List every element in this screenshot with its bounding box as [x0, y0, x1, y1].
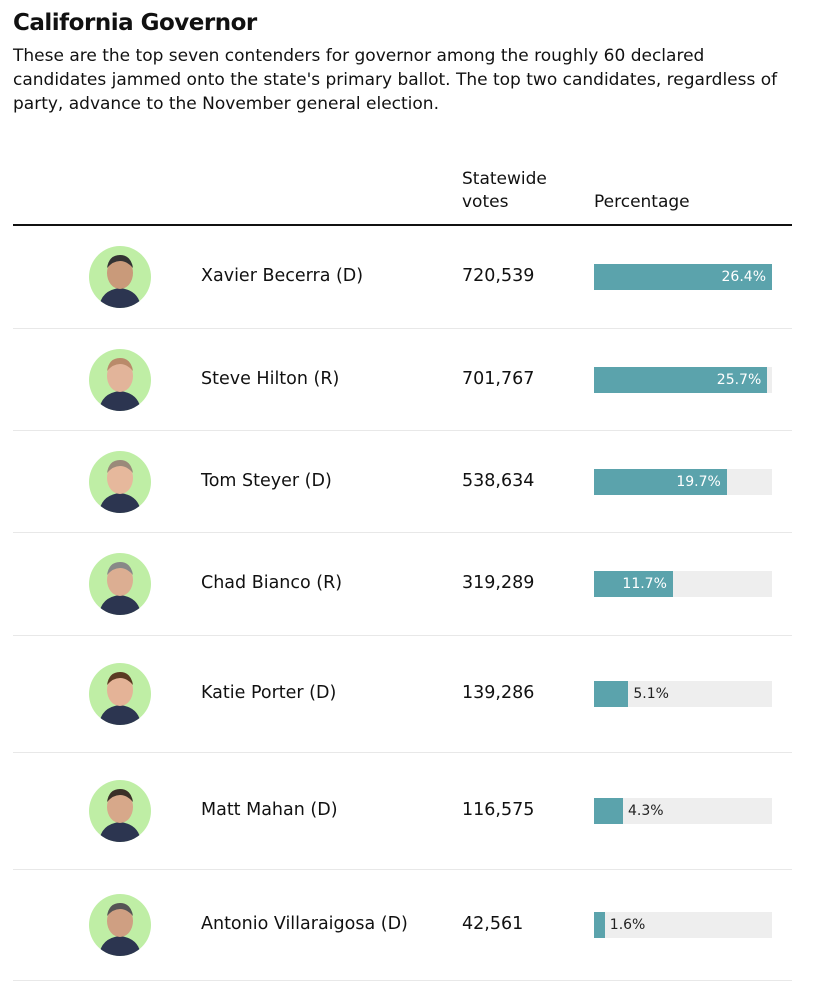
- candidate-photo: [89, 894, 151, 956]
- percentage-bar: [594, 912, 605, 938]
- candidate-photo: [89, 663, 151, 725]
- table-row: Antonio Villaraigosa (D) 42,561 1.6%: [13, 870, 792, 981]
- percentage-label: 26.4%: [721, 269, 766, 285]
- table-body: Xavier Becerra (D) 720,539 26.4% Steve Hil…: [13, 226, 792, 981]
- bar-track: 5.1%: [594, 681, 772, 707]
- title: California Governor: [13, 10, 257, 36]
- candidate-name: Steve Hilton (R): [201, 368, 340, 389]
- candidate-name: Antonio Villaraigosa (D): [201, 914, 408, 934]
- candidate-name: Xavier Becerra (D): [201, 266, 364, 286]
- bar-track: 1.6%: [594, 912, 772, 938]
- candidate-photo: [89, 780, 151, 842]
- percentage-bar: [594, 798, 623, 824]
- percentage-label: 25.7%: [716, 371, 762, 388]
- photo-figure: [99, 357, 141, 411]
- candidate-name: Tom Steyer (D): [201, 470, 332, 491]
- percentage-label: 11.7%: [622, 576, 667, 592]
- percentage-label: 4.3%: [627, 803, 664, 819]
- vote-count: 319,289: [462, 573, 535, 593]
- candidate-photo: [89, 553, 151, 615]
- header-votes: Statewide votes: [462, 169, 547, 212]
- candidate-name: Katie Porter (D): [201, 683, 337, 703]
- vote-count: 139,286: [462, 683, 535, 703]
- vote-count: 701,767: [462, 368, 535, 389]
- photo-figure: [99, 672, 141, 725]
- vote-count: 720,539: [462, 266, 535, 286]
- photo-figure: [99, 789, 141, 842]
- percentage-label: 1.6%: [609, 917, 646, 933]
- photo-figure: [99, 459, 141, 513]
- bar-track: 4.3%: [594, 798, 772, 824]
- percentage-bar: [594, 571, 673, 597]
- table-row: Chad Bianco (R) 319,289 11.7%: [13, 533, 792, 636]
- percentage-label: 19.7%: [676, 473, 721, 490]
- vote-count: 42,561: [462, 914, 524, 934]
- percentage-bar: [594, 681, 629, 707]
- table-row: Tom Steyer (D) 538,634 19.7%: [13, 431, 792, 533]
- bar-track: 19.7%: [594, 468, 772, 495]
- bar-track: 26.4%: [594, 264, 772, 290]
- table-row: Matt Mahan (D) 116,575 4.3%: [13, 753, 792, 870]
- candidate-name: Matt Mahan (D): [201, 800, 338, 820]
- photo-figure: [99, 903, 141, 956]
- vote-count: 538,634: [462, 470, 535, 491]
- table-header: Statewide votes Percentage: [13, 134, 792, 226]
- description: These are the top seven contenders for g…: [13, 46, 778, 114]
- candidate-photo: [89, 348, 151, 411]
- table-row: Xavier Becerra (D) 720,539 26.4%: [13, 226, 792, 329]
- table-row: Steve Hilton (R) 701,767 25.7%: [13, 329, 792, 431]
- photo-figure: [99, 255, 141, 308]
- bar-track: 25.7%: [594, 366, 772, 393]
- bar-track: 11.7%: [594, 571, 772, 597]
- candidate-photo: [89, 246, 151, 308]
- candidate-name: Chad Bianco (R): [201, 573, 343, 593]
- photo-figure: [99, 562, 141, 615]
- percentage-label: 5.1%: [633, 686, 669, 702]
- percentage-bar: [594, 264, 772, 290]
- table-row: Katie Porter (D) 139,286 5.1%: [13, 636, 792, 753]
- candidate-photo: [89, 450, 151, 513]
- header-percentage: Percentage: [594, 192, 690, 212]
- percentage-bar: [594, 366, 768, 393]
- percentage-bar: [594, 468, 727, 495]
- results-table: California Governor These are the top se…: [13, 0, 792, 981]
- vote-count: 116,575: [462, 800, 535, 820]
